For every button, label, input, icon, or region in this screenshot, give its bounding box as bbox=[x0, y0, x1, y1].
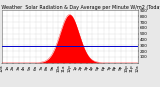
Title: Milwaukee Weather  Solar Radiation & Day Average per Minute W/m2 (Today): Milwaukee Weather Solar Radiation & Day … bbox=[0, 5, 160, 10]
